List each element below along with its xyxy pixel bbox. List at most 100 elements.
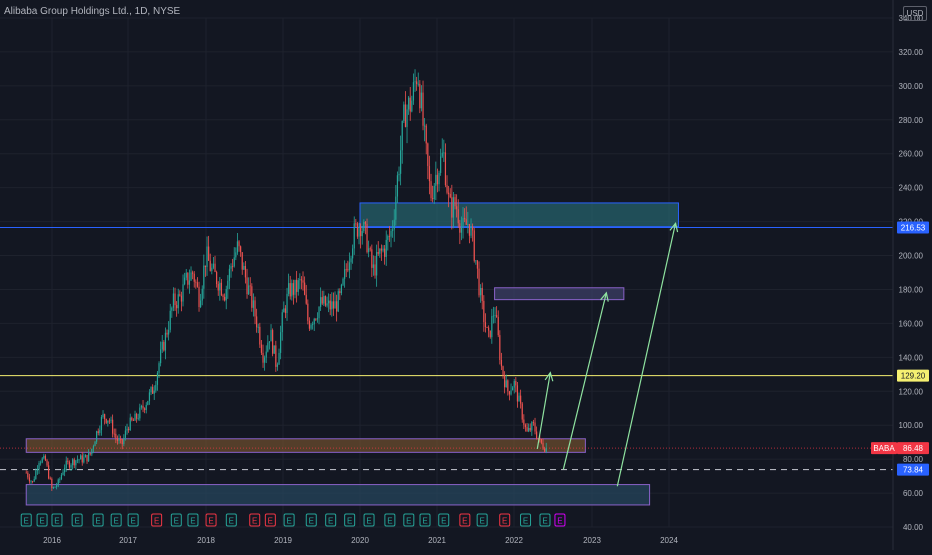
candle-body: [473, 230, 475, 261]
candle-body: [80, 455, 82, 460]
candle-body: [432, 198, 434, 200]
candle-body: [489, 330, 491, 338]
earnings-marker: E: [51, 513, 63, 527]
candle-body: [252, 300, 255, 308]
price-badge: [897, 369, 929, 382]
candle-body: [124, 430, 127, 438]
candle-body: [120, 439, 122, 440]
candle-body: [416, 81, 418, 85]
candle-body: [177, 294, 179, 309]
earnings-marker-box: [554, 513, 566, 527]
candle-body: [172, 293, 175, 308]
candle-body: [28, 477, 31, 482]
candle-body: [227, 280, 229, 290]
candle-body: [344, 269, 346, 279]
candle-body: [152, 387, 154, 394]
earnings-marker-label: E: [309, 517, 314, 526]
price-badge-label: 216.53: [901, 223, 926, 232]
candle-body: [107, 420, 109, 423]
earnings-marker-box: [36, 513, 48, 527]
earnings-marker: E: [92, 513, 104, 527]
candle-body: [91, 448, 93, 455]
candle-body: [320, 297, 322, 307]
candle-body: [89, 453, 91, 455]
candle-body: [72, 459, 74, 466]
candle-body: [496, 315, 498, 318]
candle-body: [516, 385, 519, 402]
projection-arrow-head: [669, 221, 679, 233]
projection-arrow-head: [544, 371, 554, 382]
y-tick-label: 60.00: [903, 489, 924, 498]
candle-body: [512, 387, 514, 391]
currency-button[interactable]: USD: [903, 6, 927, 21]
candle-body: [310, 324, 312, 329]
candle-body: [102, 414, 104, 418]
earnings-marker-box: [51, 513, 63, 527]
candle-body: [534, 422, 536, 432]
candle-body: [392, 229, 394, 231]
candle-body: [387, 236, 389, 240]
candle-body: [436, 174, 439, 185]
earnings-marker-box: [459, 513, 471, 527]
candle-body: [57, 479, 59, 486]
earnings-marker-box: [403, 513, 415, 527]
candle-body: [305, 294, 307, 304]
x-tick-label: 2018: [197, 536, 215, 545]
candle-body: [110, 419, 112, 421]
candle-body: [500, 359, 503, 367]
candle-body: [211, 267, 213, 271]
candle-body: [105, 418, 107, 423]
candle-body: [488, 327, 490, 331]
candle-body: [281, 312, 283, 333]
earnings-marker-box: [499, 513, 511, 527]
candle-body: [379, 248, 381, 254]
candle-body: [115, 433, 117, 439]
candle-body: [448, 192, 450, 194]
candle-body: [299, 279, 301, 281]
candle-body: [116, 438, 119, 441]
candle-body: [204, 265, 207, 268]
candle-body: [358, 226, 360, 237]
earnings-marker-box: [110, 513, 122, 527]
candle-body: [468, 223, 471, 236]
candle-body: [78, 459, 80, 461]
candle-body: [296, 279, 298, 292]
earnings-marker: E: [305, 513, 317, 527]
candle-body: [545, 447, 547, 452]
candle-body: [334, 301, 336, 309]
candle-body: [302, 280, 304, 283]
candle-body: [318, 306, 320, 319]
candle-body: [510, 390, 512, 395]
candle-body: [412, 82, 415, 101]
candle-body: [332, 301, 335, 309]
earnings-marker-label: E: [387, 517, 392, 526]
candle-body: [505, 380, 507, 388]
earnings-marker: E: [36, 513, 48, 527]
candle-body: [446, 185, 448, 193]
earnings-marker-box: [92, 513, 104, 527]
candle-body: [246, 277, 248, 295]
candle-body: [65, 460, 67, 468]
earnings-marker: E: [476, 513, 488, 527]
earnings-marker: E: [499, 513, 511, 527]
earnings-marker-box: [151, 513, 163, 527]
candle-body: [260, 344, 263, 353]
candle-body: [62, 472, 64, 475]
candle-body: [398, 173, 400, 176]
earnings-marker-box: [419, 513, 431, 527]
candle-body: [289, 283, 291, 297]
y-tick-label: 100.00: [899, 421, 924, 430]
candle-body: [326, 303, 328, 306]
candle-body: [276, 364, 279, 367]
candle-body: [324, 296, 327, 306]
y-tick-label: 300.00: [899, 82, 924, 91]
x-tick-label: 2021: [428, 536, 446, 545]
candle-body: [235, 252, 237, 258]
candle-body: [259, 326, 261, 345]
candle-body: [99, 430, 101, 433]
candle-body: [480, 287, 482, 296]
candle-body: [131, 417, 133, 421]
candle-body: [486, 327, 488, 328]
